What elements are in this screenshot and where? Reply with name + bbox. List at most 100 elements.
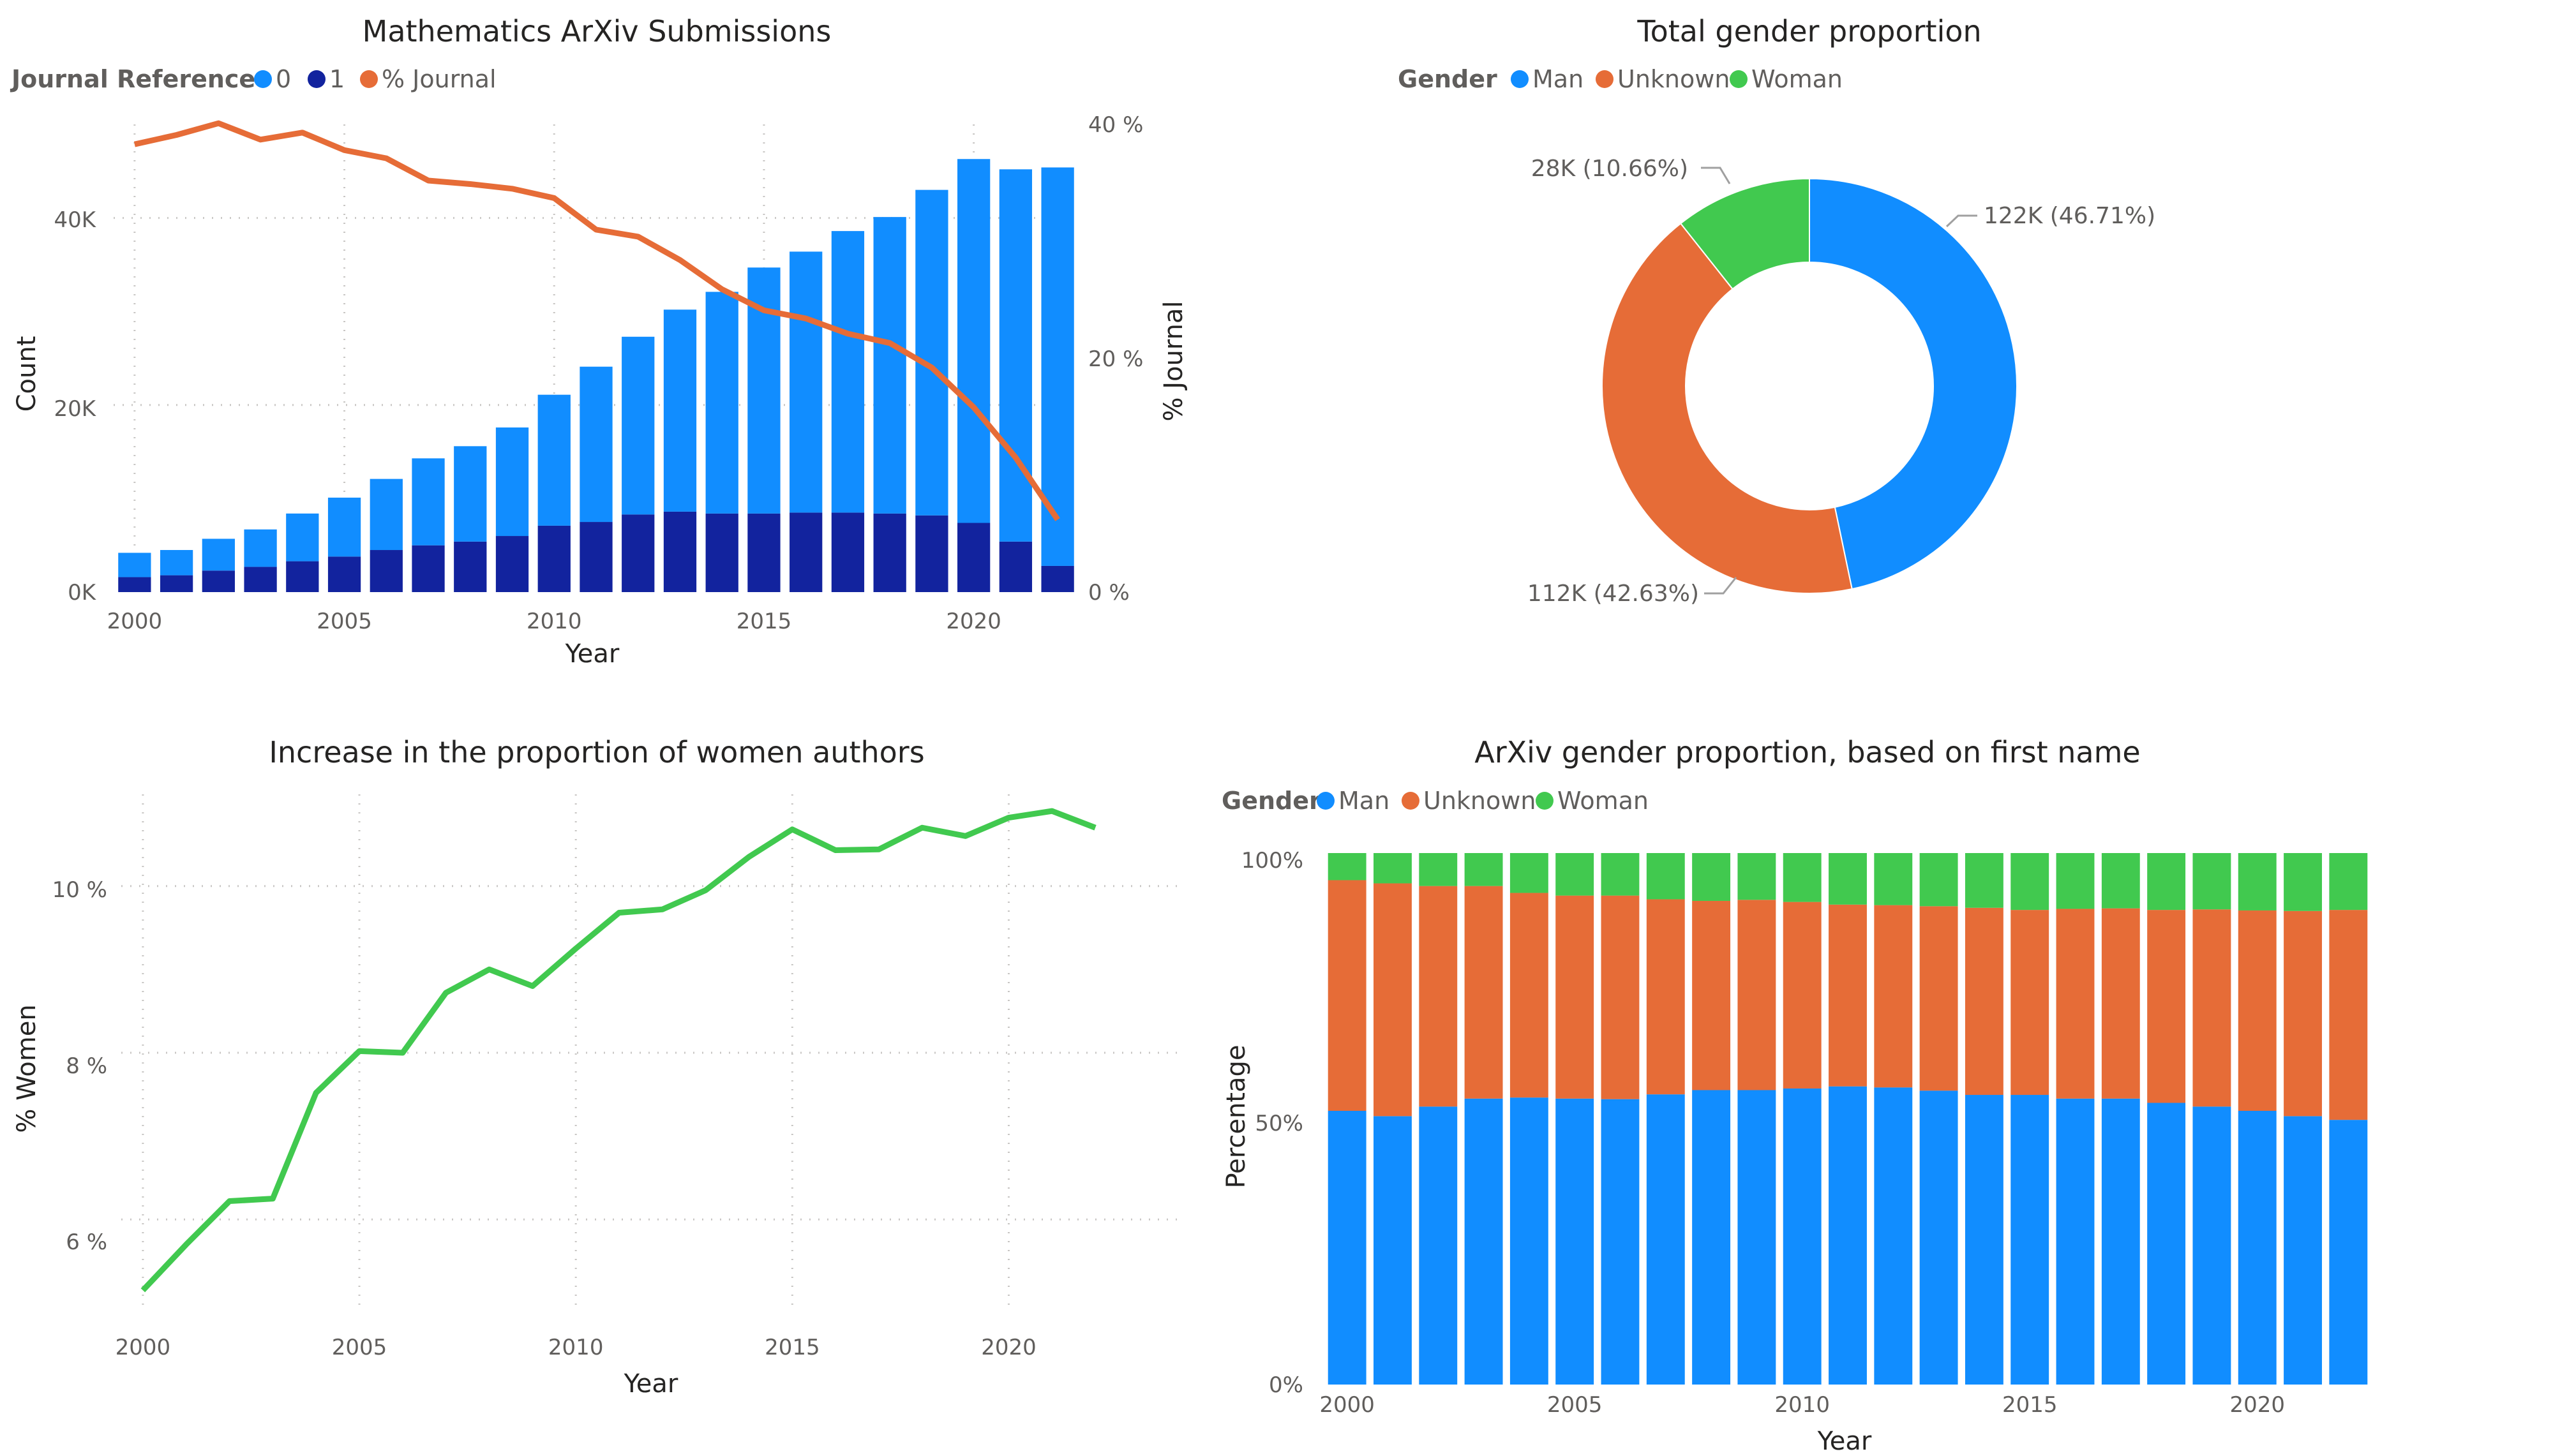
bar-woman: [1829, 853, 1867, 905]
data-labels: 122K (46.71%) 112K (42.63%) 28K (10.66%): [1527, 156, 2155, 607]
bar-journal-0: [790, 251, 823, 513]
bar-unknown: [1829, 904, 1867, 1087]
slice-woman: [1679, 177, 1810, 290]
bar-man: [2192, 1106, 2231, 1385]
x-tick: 2015: [765, 1335, 820, 1360]
slice-man: [1809, 177, 2018, 590]
women-percent-line: [140, 808, 1097, 1293]
x-tick: 2000: [116, 1335, 171, 1360]
legend-label-1: 1: [329, 65, 345, 93]
y2-axis: 0 % 20 % 40 % % Journal: [1088, 112, 1188, 605]
bar-unknown: [1692, 900, 1731, 1090]
bar-journal-1: [537, 525, 571, 592]
data-label-woman: 28K (10.66%): [1531, 156, 1688, 182]
legend-marker-unknown: [1596, 70, 1613, 88]
bar-man: [2147, 1103, 2186, 1385]
bar-man: [1965, 1095, 2003, 1385]
bar-man: [1783, 1088, 1822, 1385]
bar-unknown: [2147, 910, 2186, 1103]
bar-man: [2056, 1098, 2095, 1385]
bar-woman: [1737, 853, 1776, 900]
legend-marker-unknown: [1402, 792, 1419, 810]
legend-title: Gender: [1398, 65, 1497, 93]
y-axis-label: Percentage: [1222, 1044, 1251, 1188]
x-tick: 2005: [1547, 1392, 1603, 1418]
bar-unknown: [1874, 905, 1913, 1088]
y-tick-2: 10 %: [52, 877, 107, 903]
leader-line-man: [1945, 214, 1977, 228]
data-label-unknown: 112K (42.63%): [1527, 581, 1699, 607]
legend-marker-man: [1317, 792, 1335, 810]
bar-man: [2329, 1120, 2368, 1385]
bar-woman: [1646, 853, 1685, 900]
total-gender-chart: Total gender proportion Gender Man Unkno…: [1398, 14, 2155, 607]
legend-marker-journal: [360, 70, 378, 88]
leader-line-unknown: [1704, 577, 1737, 595]
x-tick: 2005: [317, 609, 372, 634]
y-tick-1: 50%: [1255, 1111, 1303, 1136]
legend-marker-woman: [1536, 792, 1554, 810]
bar-unknown: [1965, 907, 2003, 1096]
bar-man: [2238, 1111, 2277, 1385]
bars: [118, 159, 1074, 592]
bar-woman: [1509, 853, 1548, 893]
bar-journal-1: [412, 545, 445, 592]
bar-unknown: [2238, 910, 2277, 1111]
bar-man: [1419, 1106, 1458, 1385]
bar-woman: [1783, 853, 1822, 902]
chart-title: Increase in the proportion of women auth…: [269, 735, 924, 769]
legend-marker-woman: [1730, 70, 1748, 88]
bar-journal-1: [244, 567, 277, 592]
y-axis: 0K 20K 40K Count: [12, 207, 97, 605]
bar-man: [1692, 1090, 1731, 1385]
legend-marker-man: [1511, 70, 1529, 88]
bar-unknown: [2192, 909, 2231, 1107]
bar-unknown: [1328, 880, 1366, 1111]
bar-journal-0: [495, 427, 529, 537]
x-tick: 2020: [2229, 1392, 2285, 1418]
x-tick: 2000: [1319, 1392, 1375, 1418]
legend-marker-0: [254, 70, 272, 88]
bar-journal-0: [580, 366, 613, 523]
donut: [1601, 177, 2018, 594]
bar-unknown: [1374, 883, 1412, 1117]
bar-journal-0: [915, 189, 948, 516]
bar-journal-1: [454, 541, 487, 592]
bar-woman: [2238, 853, 2277, 910]
y-tick-2: 40K: [54, 207, 96, 233]
bars: [1328, 853, 2368, 1385]
bar-unknown: [1509, 893, 1548, 1098]
bar-journal-0: [454, 446, 487, 542]
legend-label-journal: % Journal: [382, 65, 497, 93]
legend-label-0: 0: [276, 65, 291, 93]
bar-journal-0: [873, 217, 906, 514]
bar-journal-0: [622, 336, 655, 515]
bar-woman: [1464, 853, 1503, 886]
y-tick-1: 8 %: [66, 1053, 107, 1079]
bar-unknown: [1919, 906, 1958, 1091]
data-label-man: 122K (46.71%): [1984, 203, 2155, 229]
x-axis-label: Year: [624, 1369, 678, 1399]
bar-journal-1: [160, 575, 193, 592]
bar-man: [1737, 1090, 1776, 1385]
bar-man: [1374, 1116, 1412, 1385]
x-tick: 2010: [527, 609, 582, 634]
bar-journal-0: [327, 497, 361, 557]
bar-journal-0: [118, 553, 151, 577]
submissions-chart: Mathematics ArXiv Submissions Journal Re…: [10, 14, 1188, 669]
bar-unknown: [2101, 908, 2140, 1099]
legend-title: Journal Reference: [10, 65, 255, 93]
bar-man: [2010, 1095, 2049, 1385]
bar-journal-1: [580, 522, 613, 592]
y-axis-label: Count: [12, 336, 41, 412]
legend-label-woman: Woman: [1557, 787, 1649, 815]
bar-unknown: [1464, 886, 1503, 1099]
bar-journal-1: [915, 515, 948, 592]
bar-journal-1: [118, 577, 151, 592]
bar-journal-1: [747, 513, 781, 592]
x-axis-label: Year: [1817, 1427, 1872, 1456]
y-axis: 0% 50% 100% Percentage: [1222, 848, 1303, 1398]
bar-journal-1: [327, 556, 361, 592]
bar-journal-0: [370, 479, 403, 551]
x-tick: 2005: [332, 1335, 387, 1360]
